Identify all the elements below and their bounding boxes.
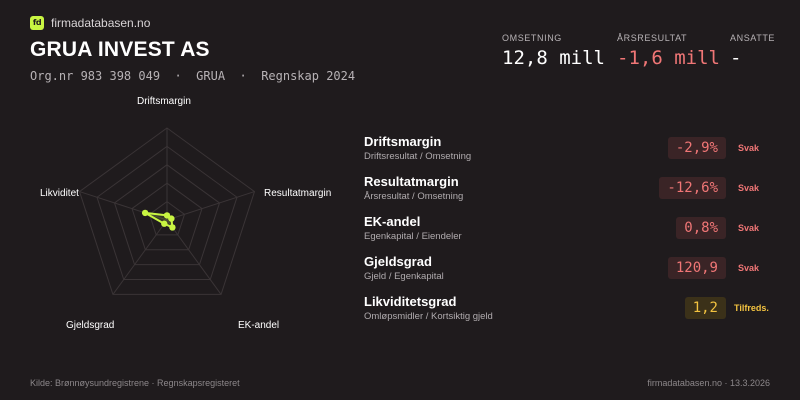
kpi-omsetning-value: 12,8 mill	[502, 47, 605, 69]
metric-status: Svak	[738, 143, 760, 153]
metric-row: EK-andel Egenkapital / Eiendeler 0,8% Sv…	[364, 214, 774, 254]
radar-chart: Driftsmargin Resultatmargin EK-andel Gje…	[20, 90, 350, 340]
kpi-ansatte-value: -	[730, 47, 742, 69]
metric-row: Driftsmargin Driftsresultat / Omsetning …	[364, 134, 774, 174]
radar-grid-ring	[131, 182, 203, 251]
kpi-arsresultat-value: -1,6 mill	[617, 47, 720, 69]
radar-grid-ring	[148, 200, 186, 236]
metric-name: Gjeldsgrad	[364, 254, 432, 269]
metric-row: Resultatmargin Årsresultat / Omsetning -…	[364, 174, 774, 214]
radar-point-ek-andel	[169, 224, 176, 231]
radar-label-resultatmargin: Resultatmargin	[264, 188, 332, 199]
metric-status: Svak	[738, 183, 760, 193]
metric-name: Resultatmargin	[364, 174, 459, 189]
kpi-arsresultat-label: ÅRSRESULTAT	[617, 33, 688, 43]
metric-name: Likviditetsgrad	[364, 294, 457, 309]
metric-name: Driftsmargin	[364, 134, 442, 149]
brand-name[interactable]: firmadatabasen.no	[51, 16, 151, 30]
radar-label-gjeldsgrad: Gjeldsgrad	[66, 320, 115, 331]
metrics-list: Driftsmargin Driftsresultat / Omsetning …	[364, 134, 774, 334]
radar-point-resultatmargin	[168, 215, 175, 222]
logo-icon: fd	[30, 16, 44, 30]
kpi-arsresultat: ÅRSRESULTAT -1,6 mill	[617, 33, 720, 69]
company-name: GRUA INVEST AS	[30, 38, 210, 61]
kpi-ansatte: ANSATTE -	[730, 33, 775, 69]
metric-value: 120,9	[667, 257, 726, 279]
radar-axis-line	[166, 219, 222, 295]
kpi-omsetning-label: OMSETNING	[502, 33, 562, 43]
metric-status: Tilfreds.	[734, 303, 769, 313]
metric-desc: Driftsresultat / Omsetning	[364, 151, 472, 162]
radar-point-gjeldsgrad	[161, 220, 168, 227]
radar-label-likviditet: Likviditet	[40, 188, 79, 199]
radar-grid-ring	[113, 164, 221, 266]
metric-name: EK-andel	[364, 214, 421, 229]
radar-label-ek-andel: EK-andel	[238, 320, 280, 331]
kpi-omsetning: OMSETNING 12,8 mill	[502, 33, 605, 69]
metric-desc: Omløpsmidler / Kortsiktig gjeld	[364, 311, 493, 322]
metric-value: 0,8%	[676, 217, 726, 239]
radar-axis-line	[112, 219, 168, 295]
metric-status: Svak	[738, 263, 760, 273]
radar-svg	[78, 127, 256, 295]
brand[interactable]: fd firmadatabasen.no	[30, 16, 150, 30]
metric-desc: Gjeld / Egenkapital	[364, 271, 444, 282]
metric-value: 1,2	[684, 297, 726, 319]
radar-label-driftsmargin: Driftsmargin	[137, 96, 191, 107]
metric-row: Likviditetsgrad Omløpsmidler / Kortsikti…	[364, 294, 774, 334]
kpi-ansatte-label: ANSATTE	[730, 33, 776, 43]
radar-grid-ring	[96, 145, 238, 281]
metric-status: Svak	[738, 223, 760, 233]
company-meta: Org.nr 983 398 049 · GRUA · Regnskap 202…	[30, 69, 356, 83]
metric-value: -12,6%	[659, 177, 726, 199]
metric-value: -2,9%	[667, 137, 726, 159]
metric-row: Gjeldsgrad Gjeld / Egenkapital 120,9 Sva…	[364, 254, 774, 294]
metric-desc: Egenkapital / Eiendeler	[364, 231, 462, 242]
metric-desc: Årsresultat / Omsetning	[364, 191, 464, 202]
radar-grid-ring	[78, 127, 256, 295]
radar-point-likviditet	[141, 209, 149, 217]
footer-source: Kilde: Brønnøysundregistrene · Regnskaps…	[30, 378, 240, 388]
radar-axis-line	[166, 191, 255, 221]
footer-site-date[interactable]: firmadatabasen.no · 13.3.2026	[647, 378, 770, 388]
radar-axis-line	[79, 191, 168, 221]
